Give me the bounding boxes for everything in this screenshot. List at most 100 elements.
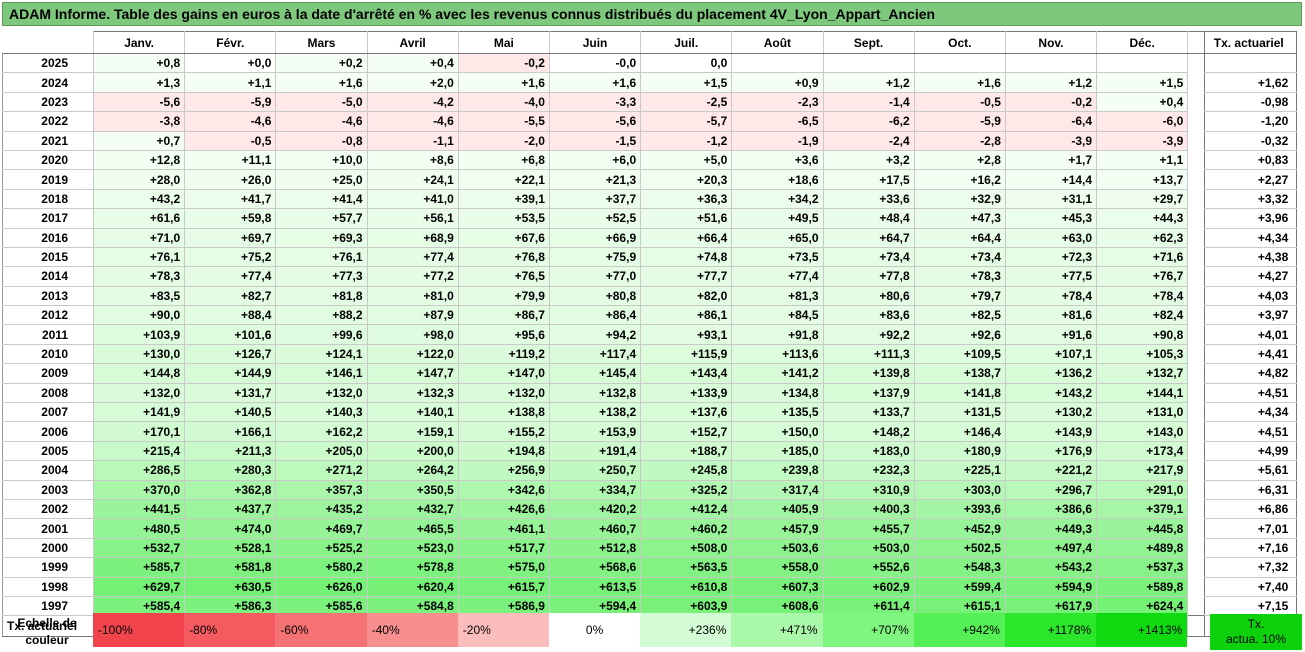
gain-cell: -3,9 <box>1005 131 1098 151</box>
table-row: 2001 +480,5 +474,0 +469,7 +465,5 +461,1 +460,7… <box>2 518 1298 539</box>
gain-cell: +132,3 <box>367 383 459 404</box>
column-gap <box>1187 53 1205 73</box>
gain-cell: +610,8 <box>640 577 733 597</box>
column-gap <box>1187 480 1205 500</box>
gain-cell: +45,3 <box>1005 208 1098 229</box>
rate-cell: +4,51 <box>1204 421 1298 442</box>
gain-cell: +95,6 <box>458 324 550 345</box>
gain-cell: +141,2 <box>731 363 824 384</box>
gain-cell: +26,0 <box>184 169 277 190</box>
table-row: 1999 +585,7 +581,8 +580,2 +578,8 +575,0 +568,6… <box>2 557 1298 578</box>
month-header: Juil. <box>640 31 733 54</box>
gain-cell: +310,9 <box>823 480 915 500</box>
gain-cell: +362,8 <box>184 480 277 500</box>
rate-cell: -0,32 <box>1204 131 1298 151</box>
gain-cell: +393,6 <box>914 499 1006 520</box>
gain-cell: +143,0 <box>1096 421 1189 442</box>
gain-cell: +63,0 <box>1005 228 1098 248</box>
rate-cell: +5,61 <box>1204 460 1298 481</box>
scale-swatch: 0% <box>549 613 641 647</box>
year-cell: 2014 <box>2 266 94 287</box>
year-cell: 1997 <box>2 596 94 617</box>
gain-cell: +83,5 <box>93 286 186 307</box>
gain-cell: +585,7 <box>93 557 186 578</box>
gain-cell: +44,3 <box>1096 208 1189 229</box>
gain-cell: +379,1 <box>1096 499 1189 520</box>
gain-cell: +107,1 <box>1005 344 1098 365</box>
month-header: Nov. <box>1005 31 1098 54</box>
gain-cell: +342,6 <box>458 480 550 500</box>
gain-cell: +92,6 <box>914 324 1006 345</box>
gain-cell: +537,3 <box>1096 557 1189 578</box>
gain-cell: +432,7 <box>367 499 459 520</box>
gain-cell: +0,4 <box>367 53 459 74</box>
gain-cell: +558,0 <box>731 557 824 578</box>
gain-cell: +0,7 <box>93 131 186 151</box>
gain-cell: +138,8 <box>458 402 550 423</box>
gain-cell: +33,6 <box>823 189 915 210</box>
gain-cell <box>823 53 915 74</box>
column-gap <box>1187 208 1205 229</box>
gain-cell: +131,7 <box>184 383 277 404</box>
column-gap <box>1187 577 1205 597</box>
table-row: 2022 -3,8 -4,6 -4,6 -4,6 -5,5 -5,6 -5,7 -6,5 -6,2… <box>2 111 1298 132</box>
gain-cell: +0,4 <box>1096 92 1189 113</box>
month-header: Janv. <box>93 31 186 54</box>
gain-cell: +2,8 <box>914 150 1006 171</box>
gain-cell: +357,3 <box>275 480 368 500</box>
gain-cell: -0,5 <box>184 131 277 151</box>
gain-cell: +370,0 <box>93 480 186 500</box>
gain-cell: -0,2 <box>458 53 550 74</box>
gain-cell: -6,4 <box>1005 111 1098 132</box>
gain-cell: +205,0 <box>275 441 368 462</box>
year-cell: 2018 <box>2 189 94 210</box>
column-gap <box>1187 92 1205 112</box>
gain-cell: +140,1 <box>367 402 459 423</box>
gain-cell: +68,9 <box>367 228 459 248</box>
rate-cell: +4,34 <box>1204 402 1298 423</box>
table-row: 2013 +83,5 +82,7 +81,8 +81,0 +79,9 +80,8 +82,0 +… <box>2 286 1298 307</box>
gain-cell: +49,5 <box>731 208 824 229</box>
gain-cell: +140,5 <box>184 402 277 423</box>
gain-cell: +57,7 <box>275 208 368 229</box>
gain-cell: +79,7 <box>914 286 1006 307</box>
gain-cell: +162,2 <box>275 421 368 442</box>
gain-cell: +69,3 <box>275 228 368 248</box>
gain-cell: +144,8 <box>93 363 186 384</box>
gain-cell: +65,0 <box>731 228 824 248</box>
gain-cell: +317,4 <box>731 480 824 500</box>
month-header: Août <box>731 31 824 54</box>
gain-cell: +28,0 <box>93 169 186 190</box>
gain-cell: +81,3 <box>731 286 824 307</box>
gain-cell: +194,8 <box>458 441 550 462</box>
gain-cell: +77,8 <box>823 266 915 287</box>
scale-swatch: +236% <box>640 613 732 647</box>
gain-cell: +78,3 <box>93 266 186 287</box>
gain-cell: -3,3 <box>549 92 642 113</box>
gain-cell: +146,4 <box>914 421 1006 442</box>
gain-cell: +82,7 <box>184 286 277 307</box>
gain-cell: +1,1 <box>1096 150 1189 171</box>
rate-cell: +4,41 <box>1204 344 1298 365</box>
gain-cell: +153,9 <box>549 421 642 442</box>
gain-cell: +5,0 <box>640 150 733 171</box>
month-header: Juin <box>549 31 642 54</box>
year-cell: 2003 <box>2 480 94 500</box>
year-cell: 1998 <box>2 577 94 597</box>
gain-cell: +16,2 <box>914 169 1006 190</box>
scale-swatch: +471% <box>731 613 823 647</box>
gain-cell: +94,2 <box>549 324 642 345</box>
gain-cell <box>731 53 824 74</box>
gain-cell: +36,3 <box>640 189 733 210</box>
gain-cell: +29,7 <box>1096 189 1189 210</box>
gain-cell: -4,6 <box>275 111 368 132</box>
gain-cell: +176,9 <box>1005 441 1098 462</box>
gain-cell: +146,1 <box>275 363 368 384</box>
column-gap <box>1187 460 1205 481</box>
year-cell: 2020 <box>2 150 94 171</box>
table-row: 2004 +286,5 +280,3 +271,2 +264,2 +256,9 +250,7… <box>2 460 1298 481</box>
gain-cell: +629,7 <box>93 577 186 597</box>
rate-cell: +4,38 <box>1204 247 1298 268</box>
gain-cell: +67,6 <box>458 228 550 248</box>
gain-cell: +138,2 <box>549 402 642 423</box>
